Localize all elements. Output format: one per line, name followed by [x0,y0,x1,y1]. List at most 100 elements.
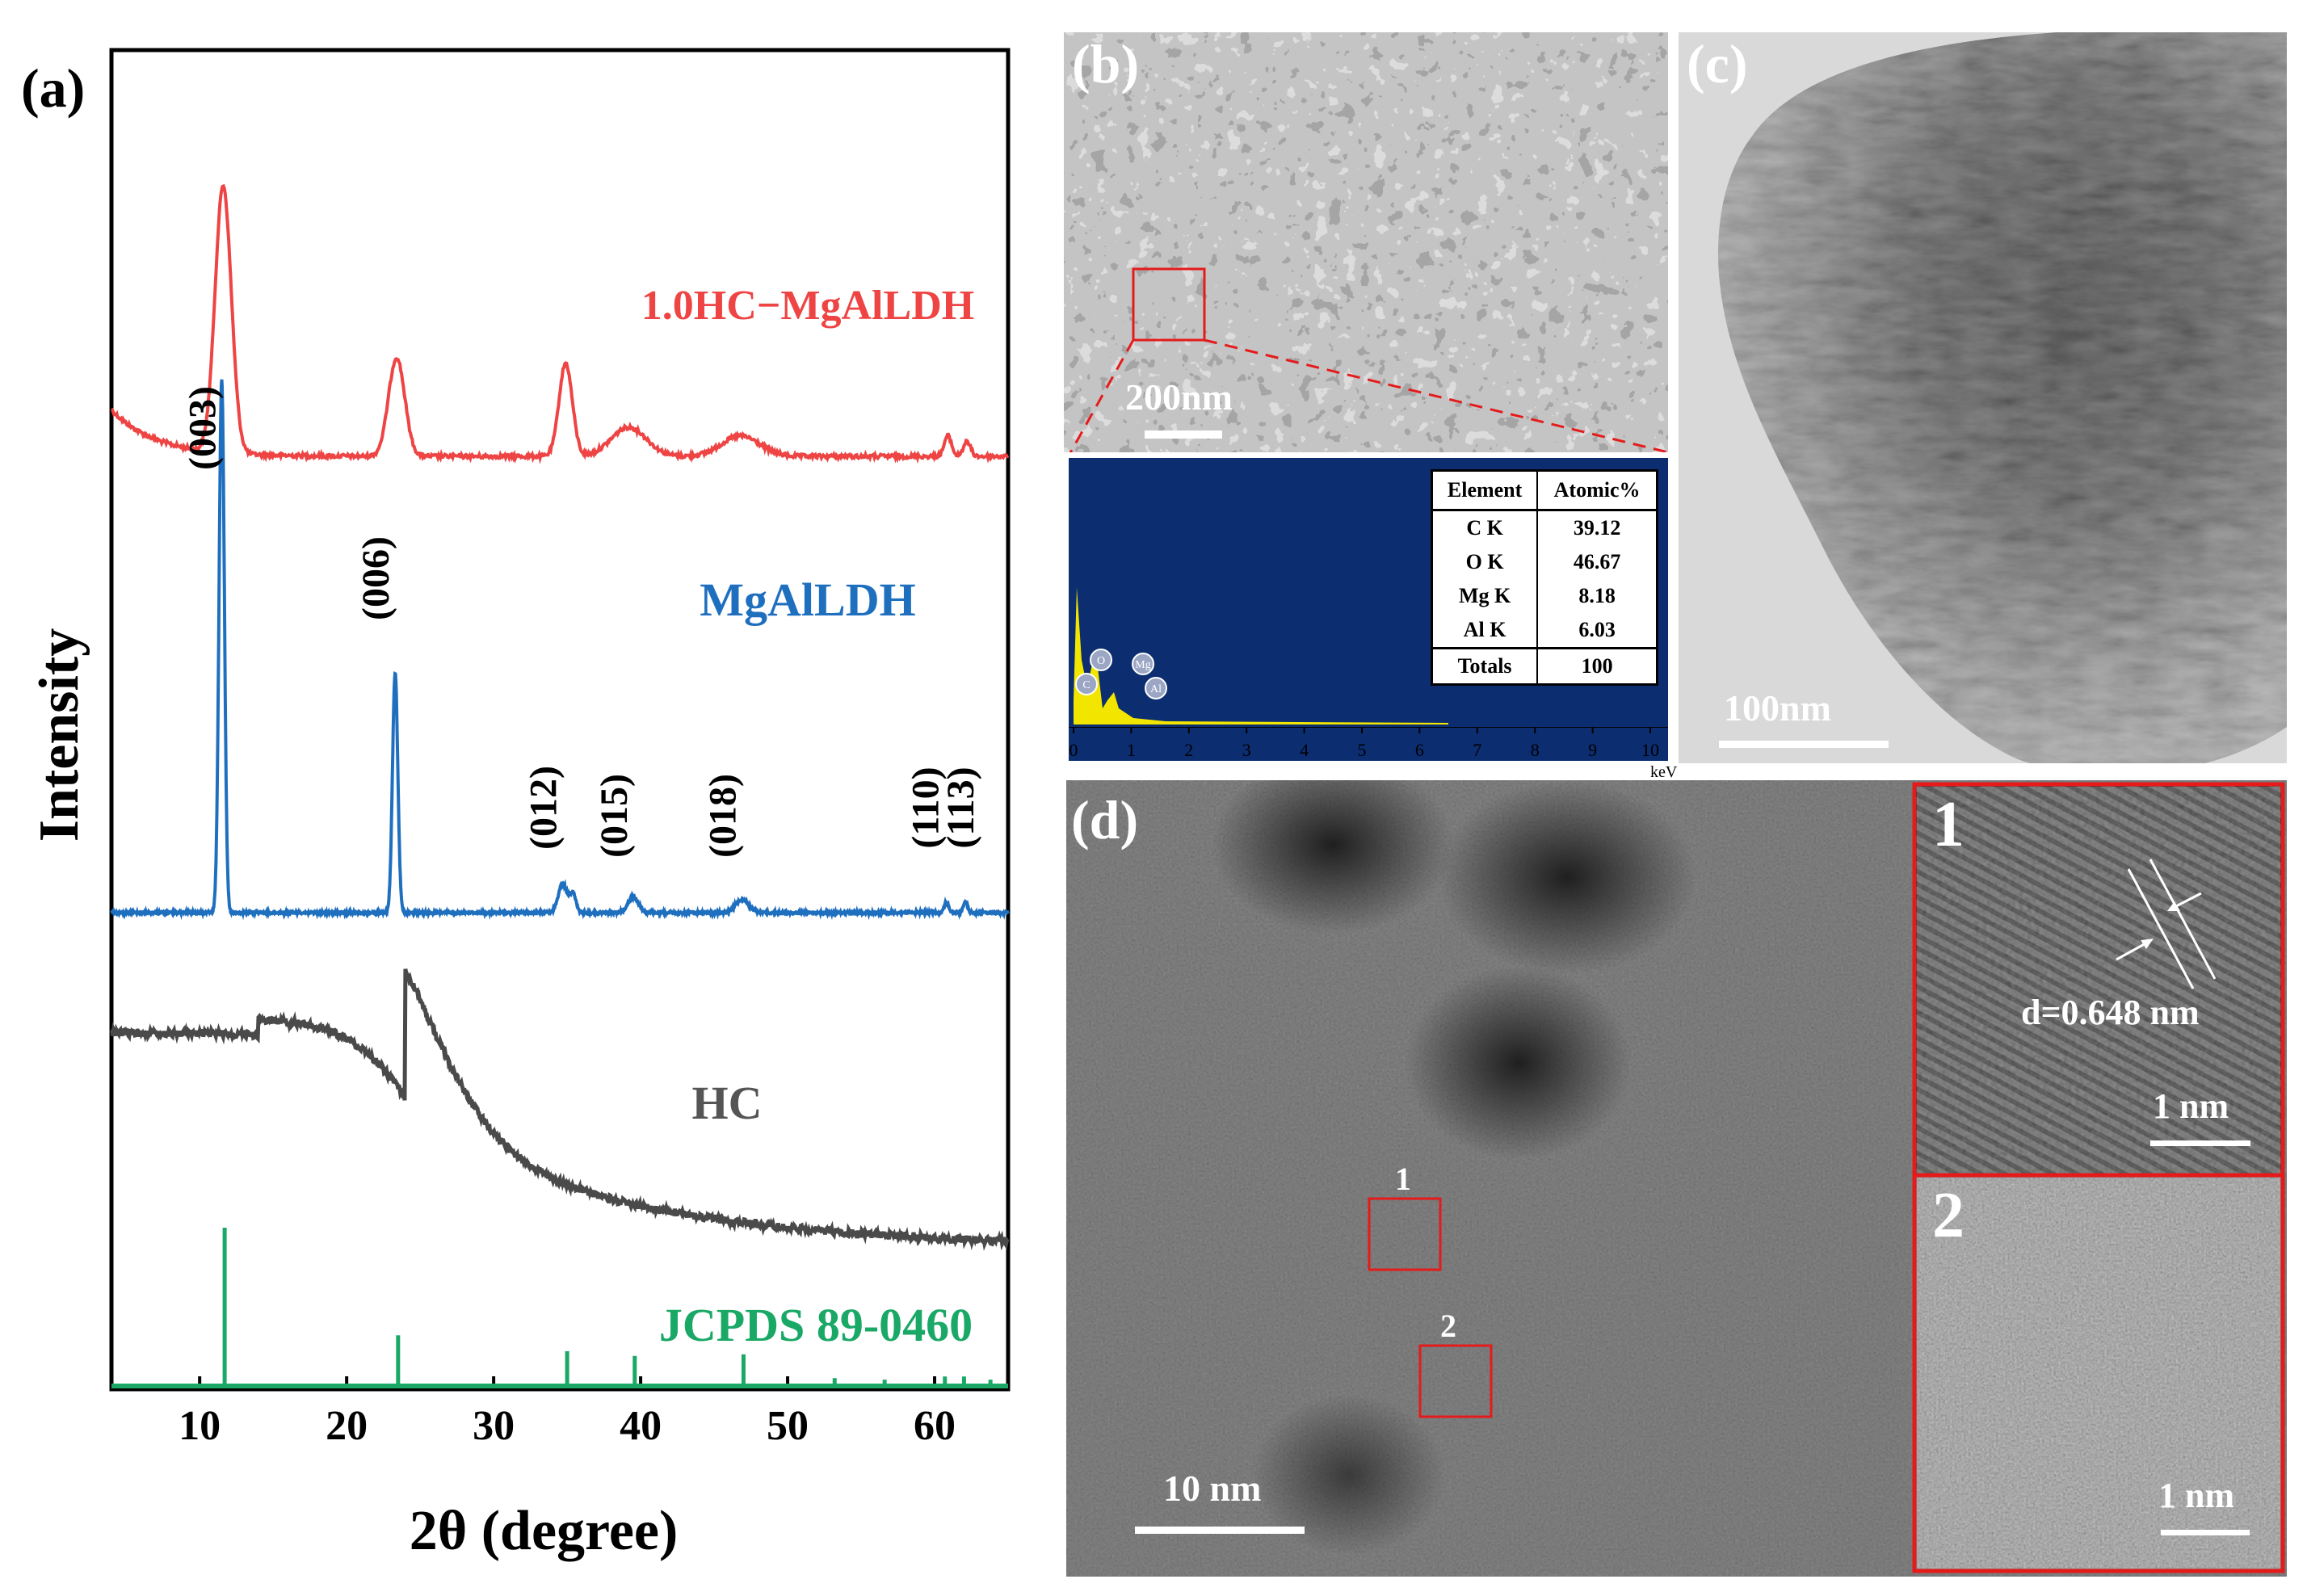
edx-row-element: Al K [1431,613,1539,649]
hrtem-box-label-1: 1 [1395,1161,1411,1197]
series-hc-line [109,968,1010,1251]
edx-unit-label: keV [1650,763,1678,781]
edx-row-value: 8.18 [1578,584,1616,607]
edx-peak-label: O [1097,655,1105,667]
edx-row-element: O K [1431,545,1539,579]
x-tick-label: 30 [473,1403,515,1449]
series-label-jcpds: JCPDS 89-0460 [659,1299,973,1351]
panel-b-label: (b) [1072,33,1140,94]
edx-panel: C O Mg Al Element Atomic% C K 39.12 O K 46.… [1069,458,1668,761]
edx-row-value: 100 [1537,647,1658,685]
peak-label: (012) [523,766,565,850]
x-tick-label: 40 [620,1403,662,1449]
chart-frame [109,48,1011,1392]
series-label-1-0hc-mgalldh: 1.0HC−MgAlLDH [641,283,974,329]
xrd-chart: 10 20 30 40 50 60 (003) (006) (012) (015) (018) (1… [28,48,1011,1562]
inset-1-scale-bar [2150,1140,2250,1146]
sem-image: (b) 200nm [1064,32,1668,452]
edx-row-element: C K [1431,510,1539,545]
edx-spectrum-fill [1074,587,1448,724]
edx-tick-label: 5 [1358,740,1367,760]
series-mgalldh-line [110,379,1010,921]
panel-c-label: (c) [1687,33,1748,94]
d-spacing-arrowhead [2167,901,2180,911]
edx-peak-marker [1090,649,1112,671]
d-spacing-label: d=0.648 nm [2021,993,2200,1032]
peak-label: (110) [905,766,948,848]
edx-header-atomic: Atomic% [1537,470,1658,511]
peak-label: (015) [593,774,636,858]
edx-peak-label: Mg [1135,659,1150,671]
x-tick-label: 50 [767,1403,809,1449]
panel-a-label: (a) [21,57,86,119]
edx-row-value: 39.12 [1573,516,1621,540]
peak-label: (003) [181,386,224,470]
edx-tick-label: 2 [1184,740,1193,760]
hrtem-box-1 [1368,1197,1442,1271]
hrtem-scale-label: 10 nm [1163,1468,1262,1509]
sem-zoom-line-left [1069,339,1135,452]
sem-texture [1064,32,1668,452]
edx-row-element: Mg K [1431,579,1539,613]
series-label-hc: HC [692,1077,763,1129]
edx-tick-label: 9 [1588,740,1597,760]
d-spacing-line [2127,868,2195,989]
tem-texture [1679,32,2287,763]
tem-scale-bar [1719,741,1889,748]
x-tick-label: 20 [326,1403,368,1449]
hrtem-texture [1066,780,2287,1577]
y-axis-label: Intensity [28,628,90,842]
peak-labels: (003) (006) (012) (015) (018) (110)(113) [181,386,982,858]
edx-row-value: 46.67 [1573,550,1621,573]
sem-scale-bar [1145,430,1222,439]
x-axis-ticks: 10 20 30 40 50 60 [179,1376,956,1449]
inset-1-scale-label: 1 nm [2153,1086,2229,1126]
edx-tick-label: 6 [1415,740,1424,760]
peak-label: (018) [702,774,745,858]
d-spacing-arrow [2116,940,2149,961]
sem-scale-label: 200nm [1125,376,1233,418]
edx-spectrum: CO MgAl [1074,587,1448,724]
x-tick-label: 10 [179,1403,221,1449]
tem-scale-label: 100nm [1724,687,1831,729]
edx-x-axis: 0 1 2 3 4 5 6 7 8 9 10 keV [1069,727,1678,781]
edx-table: Element Atomic% C K 39.12 O K 46.67 Mg K… [1431,469,1658,686]
x-axis-label: 2θ (degree) [410,1500,679,1562]
edx-row-element: Totals [1431,647,1539,685]
edx-peak-marker [1145,677,1167,699]
series-1-0hc-mgalldh-line [111,183,1010,464]
edx-row-value: 6.03 [1578,618,1616,641]
inset-2-scale-bar [2161,1530,2250,1535]
series-label-mgalldh: MgAlLDH [700,573,915,626]
inset-2-scale-label: 1 nm [2158,1476,2235,1515]
x-tick-label: 60 [914,1403,956,1449]
hrtem-image: (d) 1 2 10 nm 1 d=0.648 nm 1 nm 2 1 nm [1066,780,2287,1577]
edx-peak-marker [1132,653,1154,675]
d-spacing-arrowhead [2141,939,2154,949]
hrtem-box-2 [1418,1344,1493,1418]
sem-zoom-box [1132,267,1206,342]
edx-peak-label: Al [1150,683,1162,695]
hrtem-box-label-2: 2 [1440,1308,1456,1344]
tem-image: (c) 100nm [1679,32,2287,763]
d-spacing-arrow [2172,892,2202,909]
peak-label: (006) [355,536,397,620]
edx-tick-label: 8 [1531,740,1540,760]
edx-tick-label: 0 [1069,740,1078,760]
edx-tick-label: 3 [1242,740,1251,760]
edx-tick-label: 1 [1127,740,1136,760]
edx-peak-marker [1075,673,1098,695]
hrtem-scale-bar [1135,1527,1305,1534]
panel-d-label: (d) [1071,789,1139,850]
series-jcpds-sticks [111,1228,1008,1388]
edx-tick-label: 10 [1641,740,1659,760]
edx-tick-label: 7 [1473,740,1481,760]
peak-label: (113) [939,766,982,848]
edx-tick-label: 4 [1300,740,1309,760]
sem-zoom-line-right [1204,338,1668,452]
edx-peak-label: C [1082,679,1090,691]
inset-2-label: 2 [1932,1180,1965,1251]
edx-header-element: Element [1431,470,1539,511]
d-spacing-line [2149,859,2217,980]
inset-1-label: 1 [1932,789,1965,860]
